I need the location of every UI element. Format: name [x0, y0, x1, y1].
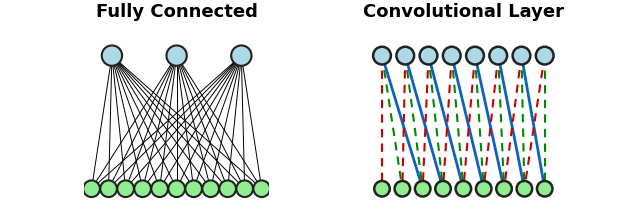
Circle shape [134, 180, 151, 197]
Circle shape [151, 180, 168, 197]
Circle shape [231, 45, 252, 66]
Circle shape [166, 45, 187, 66]
Circle shape [476, 181, 492, 197]
Circle shape [516, 181, 532, 197]
Circle shape [456, 181, 471, 197]
Title: Fully Connected: Fully Connected [96, 3, 257, 21]
Circle shape [513, 47, 531, 64]
Circle shape [373, 47, 391, 64]
Title: Convolutional Layer: Convolutional Layer [363, 3, 564, 21]
Circle shape [466, 47, 484, 64]
Circle shape [100, 180, 117, 197]
Circle shape [537, 181, 552, 197]
Circle shape [435, 181, 451, 197]
Circle shape [253, 180, 270, 197]
Circle shape [536, 47, 554, 64]
Circle shape [420, 47, 437, 64]
Circle shape [415, 181, 431, 197]
Circle shape [396, 47, 414, 64]
Circle shape [83, 180, 100, 197]
Circle shape [202, 180, 219, 197]
Circle shape [490, 47, 507, 64]
Circle shape [186, 180, 202, 197]
Circle shape [395, 181, 410, 197]
Circle shape [443, 47, 461, 64]
Circle shape [496, 181, 512, 197]
Circle shape [102, 45, 122, 66]
Circle shape [117, 180, 134, 197]
Circle shape [168, 180, 185, 197]
Circle shape [374, 181, 390, 197]
Circle shape [220, 180, 236, 197]
Circle shape [236, 180, 253, 197]
